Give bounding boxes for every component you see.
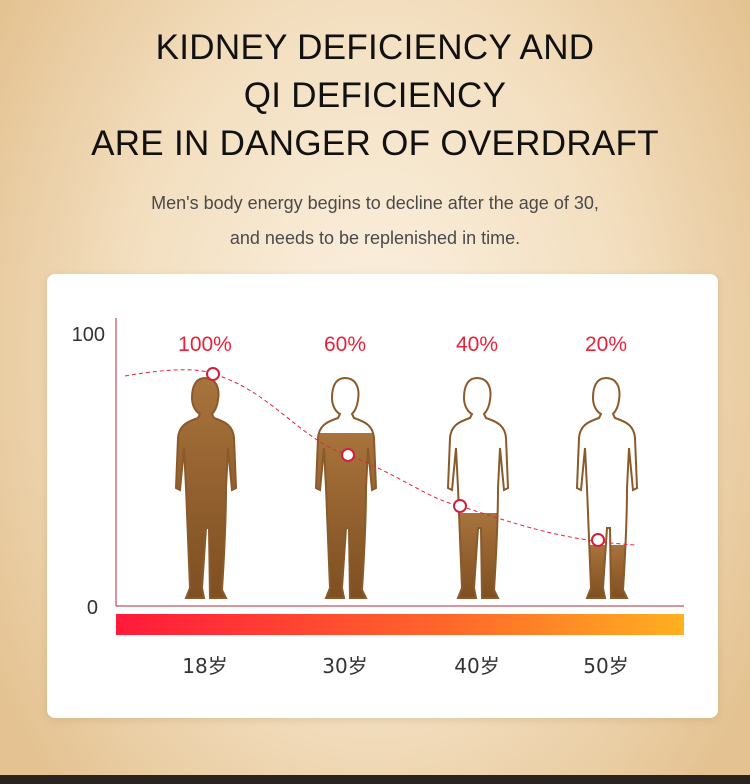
person-silhouette xyxy=(314,376,378,599)
y-tick-label: 0 xyxy=(87,597,98,619)
bottom-strip xyxy=(0,775,750,784)
x-tick-label: 50岁 xyxy=(583,654,628,678)
person-silhouette xyxy=(174,376,238,599)
x-tick-label: 30岁 xyxy=(322,654,367,678)
data-point xyxy=(341,448,355,462)
data-point xyxy=(591,533,605,547)
data-label: 20% xyxy=(585,333,627,356)
x-tick-label: 40岁 xyxy=(454,654,499,678)
person-silhouette xyxy=(446,376,510,599)
headline-line: KIDNEY DEFICIENCY AND xyxy=(155,28,595,67)
x-tick-label: 18岁 xyxy=(182,654,227,678)
data-label: 40% xyxy=(456,333,498,356)
data-point xyxy=(206,367,220,381)
y-tick-label: 100 xyxy=(72,324,105,346)
subtitle-line: and needs to be replenished in time. xyxy=(229,228,521,248)
subtitle-line: Men's body energy begins to decline afte… xyxy=(151,193,599,213)
person-silhouette xyxy=(575,376,639,599)
data-label: 100% xyxy=(178,333,232,356)
headline-line: ARE IN DANGER OF OVERDRAFT xyxy=(91,124,659,163)
data-label: 60% xyxy=(324,333,366,356)
headline-line: QI DEFICIENCY xyxy=(243,76,507,115)
data-point xyxy=(453,499,467,513)
subtitle: Men's body energy begins to decline afte… xyxy=(0,186,750,256)
headline: KIDNEY DEFICIENCY AND QI DEFICIENCY ARE … xyxy=(0,24,750,168)
age-gradient-bar xyxy=(116,614,684,635)
